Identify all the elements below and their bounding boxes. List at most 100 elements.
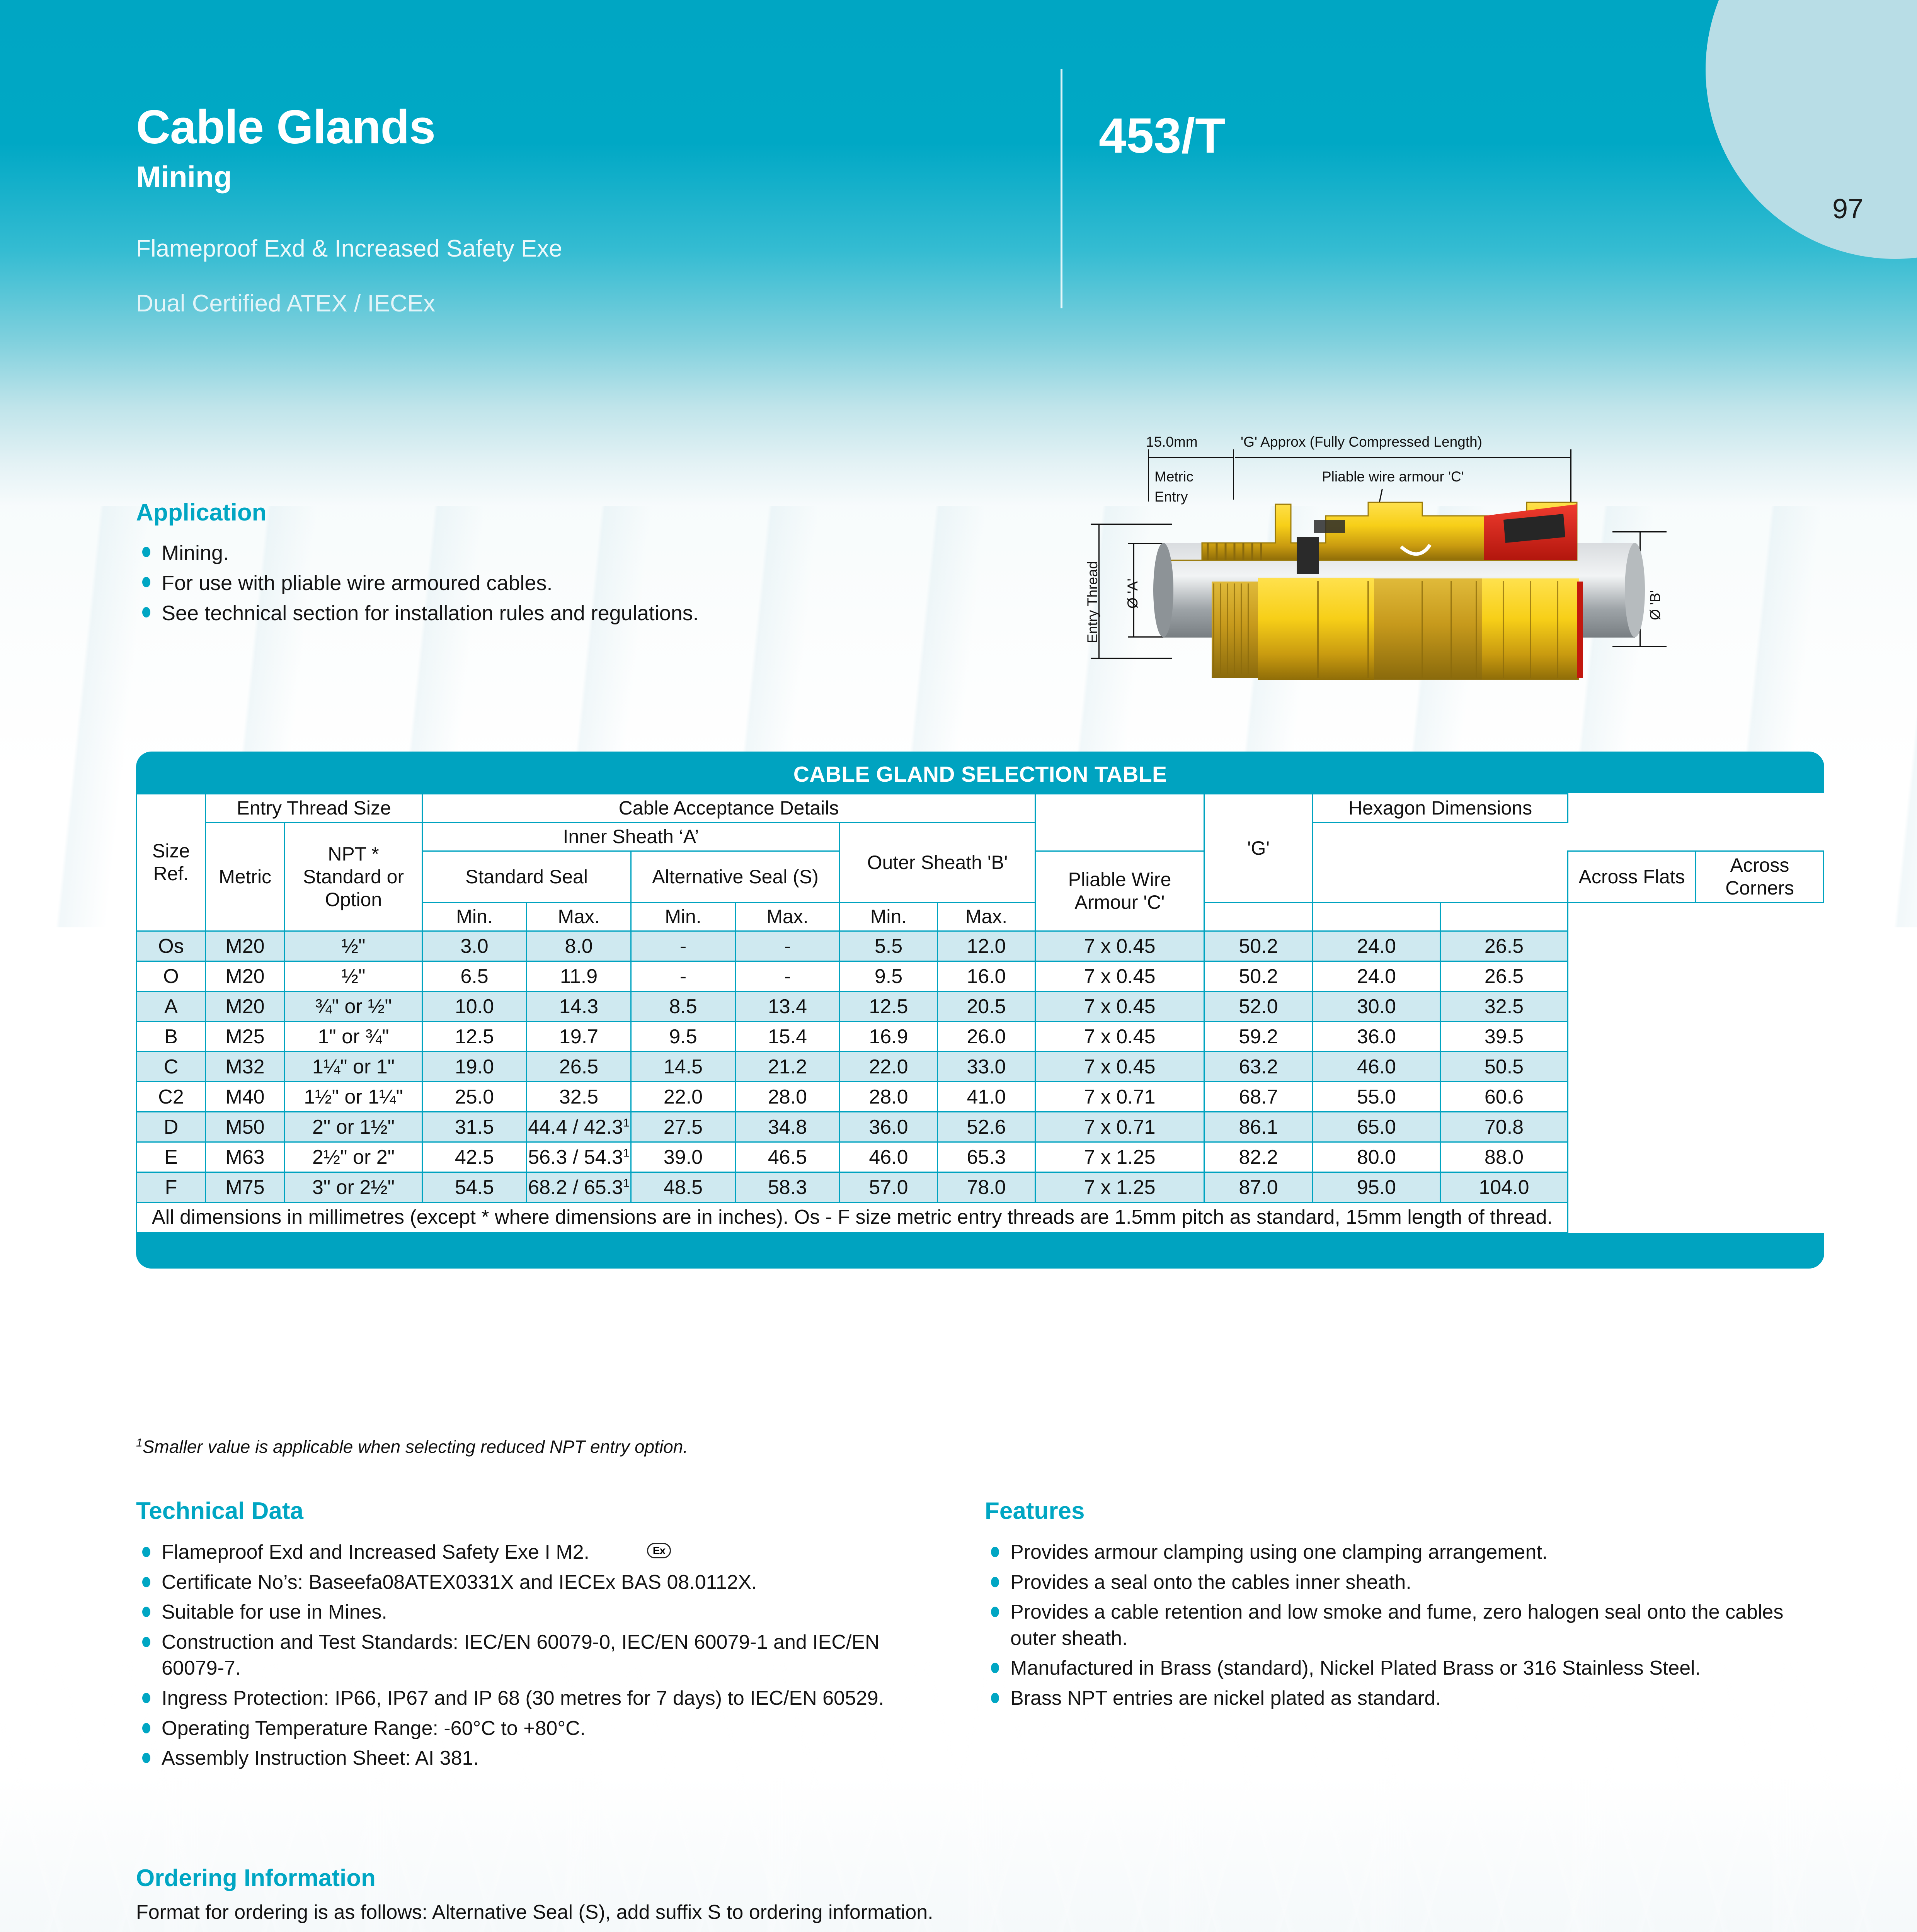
dimension-extension-mid [1233,449,1234,500]
cell-flats: 95.0 [1312,1172,1441,1203]
bullet-dot-icon [142,607,150,618]
cell-metric: M32 [205,1051,285,1082]
list-item: Flameproof Exd and Increased Safety Exe … [136,1539,944,1566]
th-as-min: Min. [630,902,736,932]
cell-corners: 104.0 [1440,1172,1568,1203]
ordering-information-section: Ordering Information Format for ordering… [136,1866,1759,1932]
cell-metric: M40 [205,1081,285,1112]
cell-g: 68.7 [1204,1081,1313,1112]
cell-as-max: 13.4 [735,991,840,1022]
cell-armour: 7 x 0.71 [1035,1111,1205,1143]
cell-npt: ¾" or ½" [284,991,423,1022]
list-item: Certificate No’s: Baseefa08ATEX0331X and… [136,1570,944,1596]
th-metric: Metric [205,822,285,932]
cell-as-min: - [630,930,736,962]
bullet-dot-icon [142,1607,150,1617]
cell-as-min: 9.5 [630,1021,736,1052]
cell-ss-min: 42.5 [422,1141,527,1173]
cell-os-min: 9.5 [839,961,938,992]
list-item: Manufactured in Brass (standard), Nickel… [985,1655,1796,1682]
label-metric-entry-line1: Metric [1154,469,1193,485]
entry-thread-tick-bottom [1091,658,1172,659]
dimension-label-15mm: 15.0mm [1146,434,1198,450]
list-item: Suitable for use in Mines. [136,1599,944,1626]
cell-flats: 24.0 [1312,930,1441,962]
ordering-heading: Ordering Information [136,1865,376,1891]
cell-ss-min: 19.0 [422,1051,527,1082]
cell-metric: M20 [205,991,285,1022]
cell-npt: 1" or ¾" [284,1021,423,1052]
application-item-text: See technical section for installation r… [162,602,699,625]
footnote-marker: 1 [136,1436,143,1449]
cell-ss-min: 54.5 [422,1172,527,1203]
table-title-bar: CABLE GLAND SELECTION TABLE [136,752,1824,793]
th-g-blank [1204,902,1313,932]
th-ss-min: Min. [422,902,527,932]
cell-metric: M20 [205,961,285,992]
cell-os-max: 52.6 [937,1111,1036,1143]
page-subtitle: Mining [136,160,232,194]
label-metric-entry-line2: Entry [1154,489,1188,505]
bullet-dot-icon [991,1547,999,1557]
cell-ss-min: 12.5 [422,1021,527,1052]
cell-armour: 7 x 0.45 [1035,930,1205,962]
cell-as-max: - [735,961,840,992]
cell-armour: 7 x 0.45 [1035,1021,1205,1052]
cell-corners: 50.5 [1440,1051,1568,1082]
technical-data-list: Flameproof Exd and Increased Safety Exe … [136,1539,944,1772]
cell-metric: M50 [205,1111,285,1143]
cell-npt: 2½" or 2" [284,1141,423,1173]
cell-as-min: 8.5 [630,991,736,1022]
cell-os-max: 16.0 [937,961,1036,992]
cell-npt: ½" [284,930,423,962]
cell-ss-min: 3.0 [422,930,527,962]
cell-npt: 3" or 2½" [284,1172,423,1203]
table-title: CABLE GLAND SELECTION TABLE [793,762,1167,787]
list-item: Ingress Protection: IP66, IP67 and IP 68… [136,1685,944,1712]
footnote-text: Smaller value is applicable when selecti… [142,1437,688,1457]
features-list: Provides armour clamping using one clamp… [985,1539,1796,1712]
cell-os-min: 16.9 [839,1021,938,1052]
th-as-max: Max. [735,902,840,932]
th-os-min: Min. [839,902,938,932]
cell-as-max: 46.5 [735,1141,840,1173]
list-item: Provides a cable retention and low smoke… [985,1599,1796,1651]
cell-ss-max: 8.0 [526,930,632,962]
cable-gland-selection-table: CABLE GLAND SELECTION TABLE Size Ref. En… [136,752,1824,1269]
bullet-dot-icon [991,1692,999,1703]
cell-os-max: 78.0 [937,1172,1036,1203]
cell-os-max: 65.3 [937,1141,1036,1173]
dimension-label-g: 'G' Approx (Fully Compressed Length) [1241,434,1482,450]
cell-armour: 7 x 0.45 [1035,961,1205,992]
th-alternative-seal: Alternative Seal (S) [630,850,840,903]
th-across-corners: Across Corners [1695,850,1824,903]
table-row: A M20 ¾" or ½" 10.0 14.3 8.5 13.4 12.5 20.5 7 x 0… [136,991,1824,1022]
cell-npt: 2" or 1½" [284,1111,423,1143]
ex-certification-icon: Ex [647,1543,671,1558]
tech-item-text: Flameproof Exd and Increased Safety Exe … [162,1541,590,1563]
bullet-dot-icon [991,1663,999,1673]
cell-g: 87.0 [1204,1172,1313,1203]
features-heading: Features [985,1498,1085,1524]
cell-os-min: 5.5 [839,930,938,962]
th-hexagon-dimensions: Hexagon Dimensions [1312,793,1568,823]
th-across-flats: Across Flats [1567,850,1696,903]
product-diagram: 15.0mm 'G' Approx (Fully Compressed Leng… [1074,427,1747,690]
cell-flats: 24.0 [1312,961,1441,992]
th-standard-seal: Standard Seal [422,850,632,903]
cell-armour: 7 x 0.45 [1035,1051,1205,1082]
label-pliable-wire-armour: Pliable wire armour 'C' [1322,469,1464,485]
list-item: For use with pliable wire armoured cable… [136,570,948,597]
cell-g: 50.2 [1204,930,1313,962]
dimension-extension-right [1570,449,1571,511]
cell-os-min: 36.0 [839,1111,938,1143]
cell-ss-max: 68.2 / 65.31 [526,1172,632,1203]
application-section: Application Mining. For use with pliable… [136,501,948,630]
table-body: Os M20 ½" 3.0 8.0- -5.5 12.0 7 x 0.45 50.2 24.0 26… [136,930,1824,1203]
cell-size: A [136,991,206,1022]
cell-os-max: 12.0 [937,930,1036,962]
th-g: 'G' [1204,793,1313,903]
th-cable-acceptance-spacer [1035,793,1205,852]
cell-as-max: 21.2 [735,1051,840,1082]
cell-npt: ½" [284,961,423,992]
